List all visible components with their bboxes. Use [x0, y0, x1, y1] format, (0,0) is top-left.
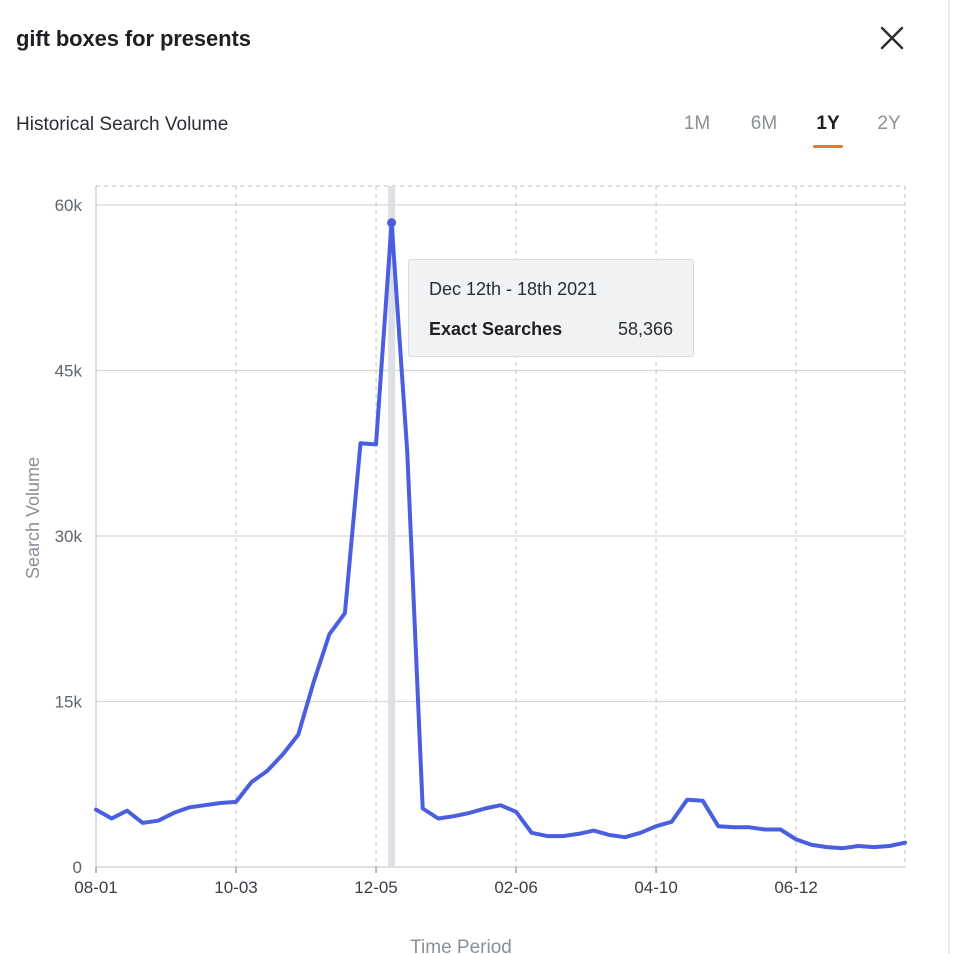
range-tab-1m[interactable]: 1M	[683, 113, 711, 134]
panel-title: gift boxes for presents	[16, 26, 251, 51]
tooltip-date: Dec 12th - 18th 2021	[429, 279, 598, 299]
y-tick-label: 45k	[55, 362, 83, 381]
hover-highlight-band	[388, 186, 396, 867]
chart-grid	[95, 185, 906, 873]
x-tick-label: 04-10	[634, 878, 677, 897]
active-range-indicator	[813, 145, 843, 148]
range-tab-1y[interactable]: 1Y	[816, 113, 840, 134]
y-tick-label: 15k	[55, 693, 83, 712]
range-tab-6m[interactable]: 6M	[750, 113, 778, 134]
section-title: Historical Search Volume	[16, 114, 229, 135]
panel-right-border	[948, 0, 950, 954]
x-axis-ticks: 08-01 10-03 12-05 02-06 04-10 06-12	[74, 867, 818, 897]
y-tick-label: 30k	[55, 527, 83, 546]
close-icon[interactable]	[876, 22, 908, 54]
chart-series	[94, 218, 907, 851]
chart-tooltip: Dec 12th - 18th 2021 Exact Searches 58,3…	[408, 259, 694, 357]
series-line	[94, 220, 907, 851]
tooltip-value: 58,366	[617, 319, 673, 339]
x-tick-label: 06-12	[774, 878, 817, 897]
y-tick-label: 60k	[55, 196, 83, 215]
x-axis-label: Time Period	[410, 937, 512, 954]
highlighted-point	[387, 218, 397, 228]
y-axis-ticks: 0 15k 30k 45k 60k	[55, 196, 83, 877]
range-tab-2y[interactable]: 2Y	[877, 113, 901, 134]
x-tick-label: 10-03	[214, 878, 257, 897]
y-tick-label: 0	[73, 858, 82, 877]
x-tick-label: 02-06	[494, 878, 537, 897]
x-tick-label: 08-01	[74, 878, 117, 897]
y-axis-label: Search Volume	[23, 457, 43, 579]
tooltip-label: Exact Searches	[429, 319, 563, 339]
x-tick-label: 12-05	[354, 878, 397, 897]
